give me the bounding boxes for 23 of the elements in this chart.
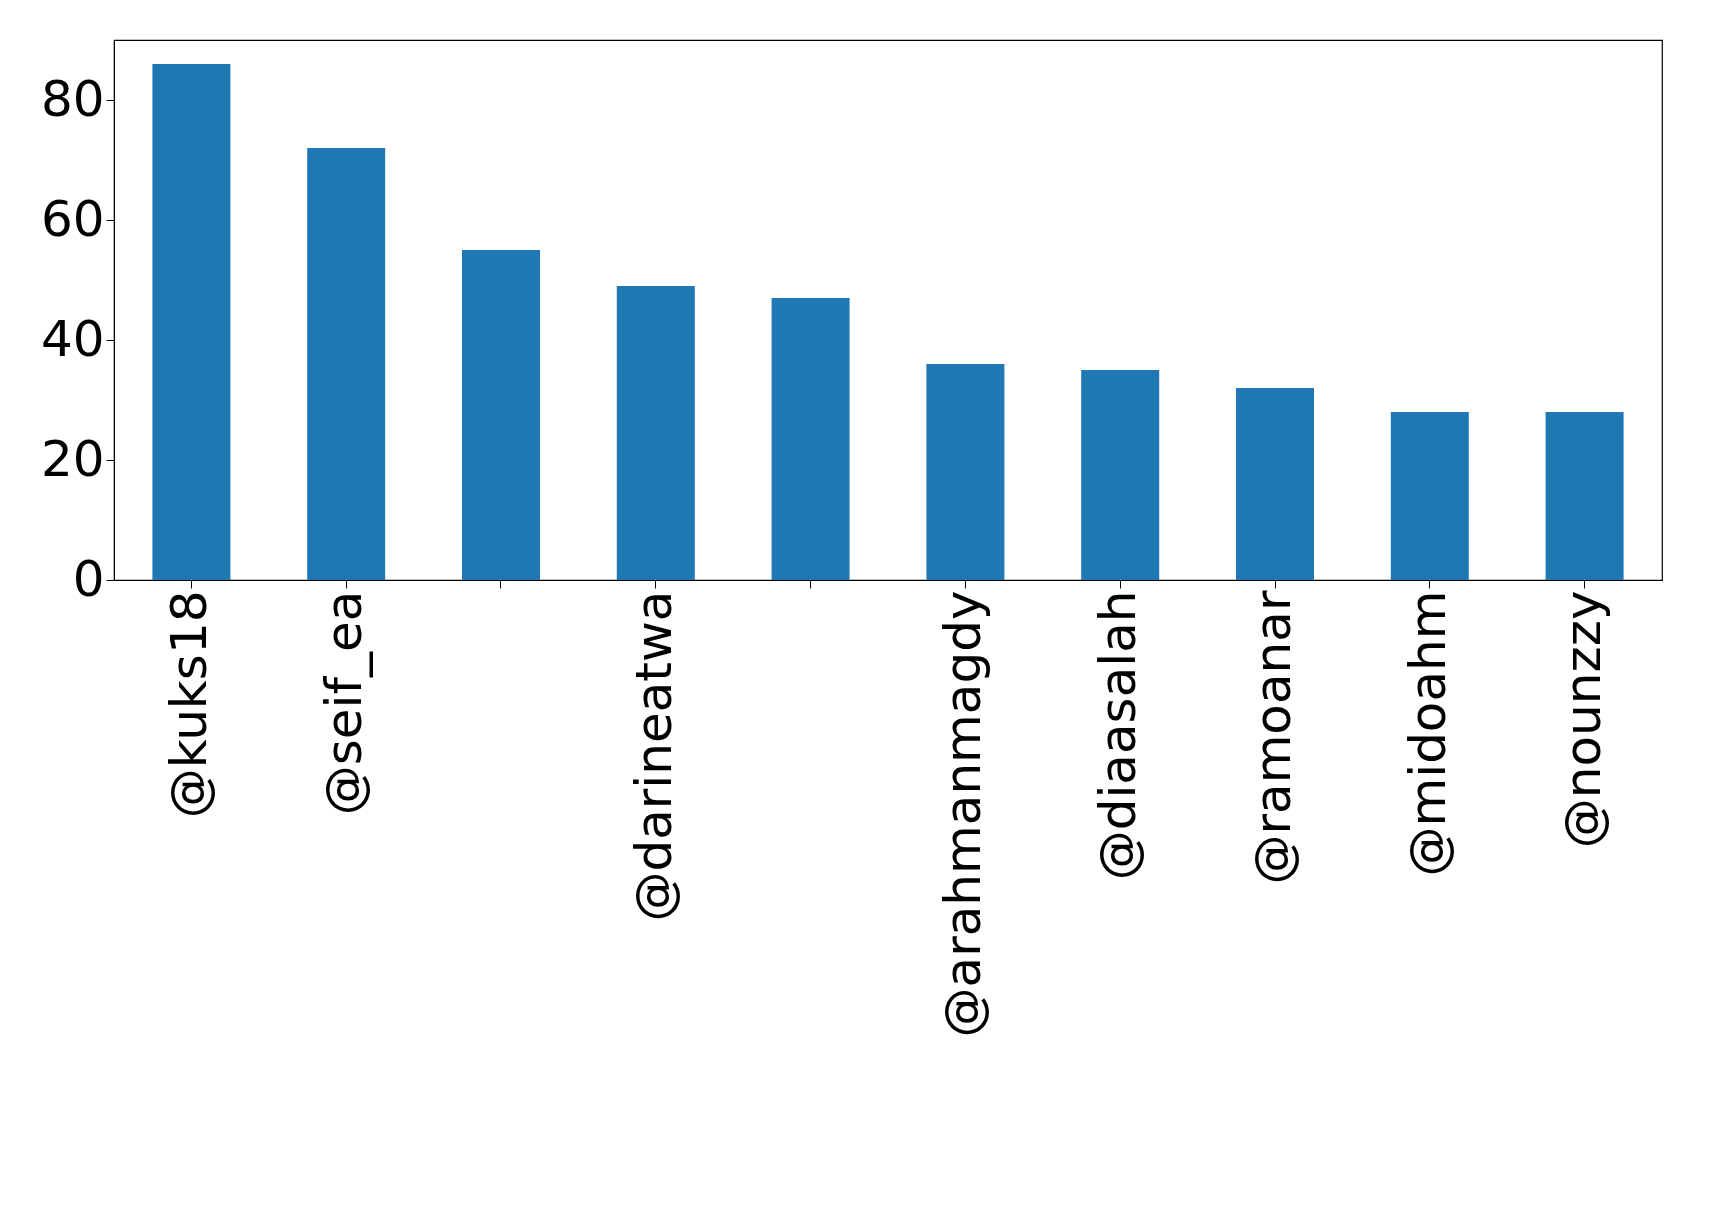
bar <box>462 250 540 580</box>
x-tick-label: @ramoanar <box>1244 590 1302 885</box>
bar <box>771 298 850 580</box>
bar <box>1236 388 1314 580</box>
x-tick-label: @seif_ea <box>315 590 374 816</box>
bar <box>1390 412 1469 580</box>
x-tick-label: @nounzzy <box>1553 590 1612 849</box>
y-tick-label: 20 <box>40 429 105 488</box>
x-tick-label: @arahmanmagdy <box>934 590 993 1038</box>
bar <box>926 364 1005 580</box>
bar <box>1081 370 1160 580</box>
bar <box>616 286 695 580</box>
bar <box>152 64 231 580</box>
x-tick-label: @diaasalah <box>1089 590 1148 881</box>
y-tick-label: 80 <box>40 69 105 128</box>
y-tick-label: 60 <box>40 189 105 248</box>
bar <box>307 148 386 580</box>
x-tick-label: @midoahm <box>1398 590 1457 877</box>
y-tick-label: 0 <box>72 549 105 608</box>
x-tick-label: @darineatwa <box>624 590 683 922</box>
bar <box>1545 412 1624 580</box>
x-tick-label: @kuks18 <box>160 590 219 819</box>
y-tick-label: 40 <box>40 309 105 368</box>
